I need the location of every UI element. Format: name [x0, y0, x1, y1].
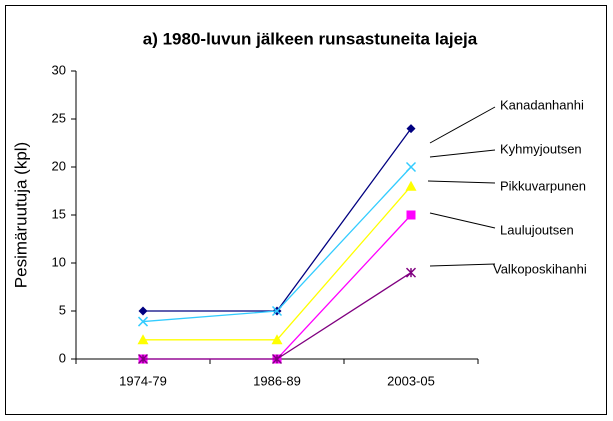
marker	[137, 316, 149, 327]
legend-label: Pikkuvarpunen	[500, 178, 586, 193]
marker	[405, 180, 417, 191]
y-tick-label: 20	[52, 158, 66, 173]
leader-line	[429, 263, 496, 267]
legend-label: Kanadanhanhi	[500, 97, 584, 112]
y-tick-label: 25	[52, 110, 66, 125]
marker	[405, 161, 417, 173]
legend-label: Valkoposkihanhi	[493, 261, 587, 276]
x-tick-label: 1974-79	[119, 373, 167, 388]
legend-label: Kyhmyjoutsen	[500, 141, 582, 156]
marker	[405, 267, 417, 278]
leader-line	[429, 106, 496, 144]
y-tick-label: 5	[59, 302, 66, 317]
marker	[137, 353, 149, 365]
marker	[271, 353, 283, 365]
marker	[406, 210, 416, 220]
x-tick-label: 2003-05	[387, 373, 435, 388]
chart-border	[5, 5, 607, 415]
marker	[137, 334, 149, 345]
legend-label: Laulujoutsen	[500, 222, 574, 237]
marker	[271, 334, 283, 345]
leader-line	[429, 149, 496, 158]
y-axis-title: Pesimäruutuja (kpl)	[11, 142, 30, 288]
marker	[271, 305, 283, 317]
y-tick-label: 0	[59, 350, 66, 365]
chart-title: a) 1980-luvun jälkeen runsastuneita laje…	[143, 29, 478, 48]
marker	[406, 124, 416, 134]
y-tick-label: 15	[52, 206, 66, 221]
marker	[138, 306, 148, 316]
y-tick-label: 10	[52, 254, 66, 269]
y-tick-label: 30	[52, 62, 66, 77]
leader-line	[429, 212, 496, 229]
x-tick-label: 1986-89	[253, 373, 301, 388]
leader-line	[427, 180, 496, 184]
